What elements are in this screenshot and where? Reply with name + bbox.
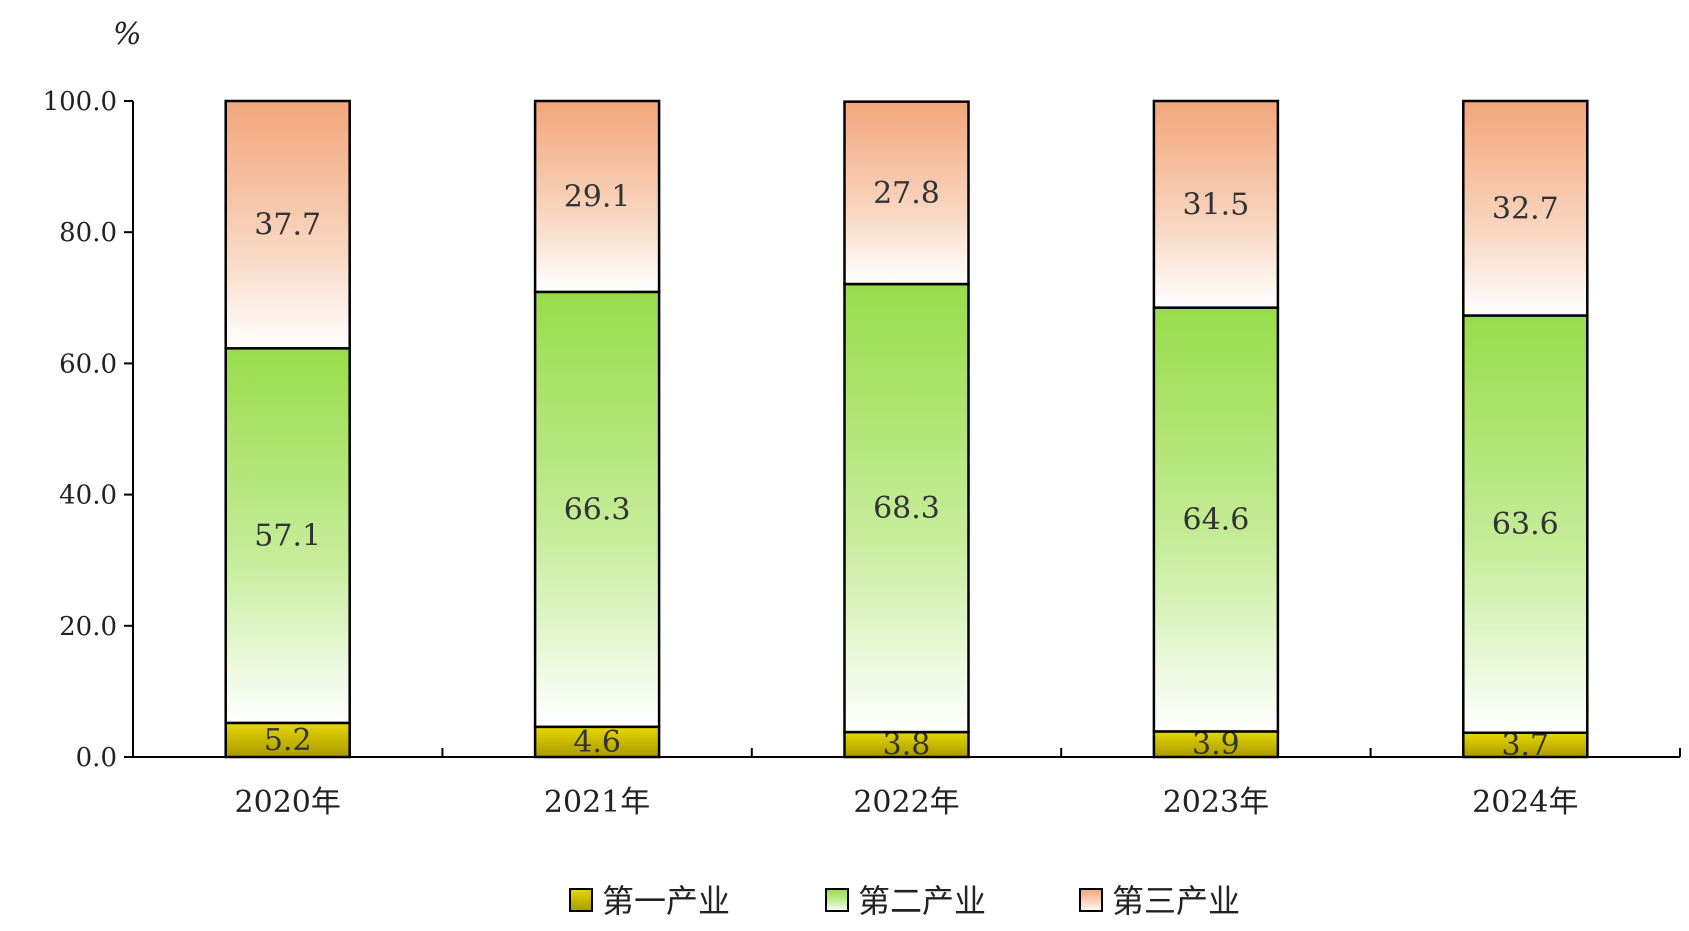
data-label: 29.1: [564, 179, 631, 214]
data-label: 37.7: [254, 208, 321, 243]
bar-segment: [533, 99, 661, 294]
data-label: 5.2: [264, 723, 312, 758]
bar-stack: 4.6 66.3 29.1: [533, 99, 661, 760]
x-tick-label: 2023年: [1163, 785, 1269, 820]
legend-label: 第一产业: [602, 882, 730, 920]
legend: 第一产业 第二产业 第三产业: [569, 882, 1240, 920]
data-label: 68.3: [873, 491, 940, 526]
bar-stack: 5.2 57.1 37.7: [224, 99, 351, 759]
y-tick-label: 40.0: [59, 481, 117, 511]
legend-swatch: [1079, 888, 1103, 912]
x-tick-label: 2022年: [853, 785, 959, 820]
data-label: 32.7: [1492, 191, 1559, 226]
data-label: 66.3: [564, 492, 631, 527]
bar-segment: [1462, 314, 1589, 734]
bar-segment: [843, 100, 970, 286]
data-label: 64.6: [1183, 503, 1250, 538]
bar-segment: [1152, 99, 1280, 309]
x-tick-label: 2021年: [544, 785, 650, 820]
y-tick-label: 100.0: [43, 87, 117, 117]
y-axis-ticks: 0.0 20.0 40.0 60.0 80.0 100.0: [43, 87, 133, 773]
legend-swatch: [569, 888, 593, 912]
bar-stack: 3.868.327.8: [843, 100, 970, 763]
data-label: 27.8: [873, 176, 940, 211]
bar-stack: 3.964.631.5: [1152, 99, 1280, 762]
axes: [132, 101, 1681, 758]
data-label: 63.6: [1492, 507, 1559, 542]
data-label: 4.6: [573, 725, 621, 760]
bar-segment: [224, 347, 351, 725]
y-tick-label: 80.0: [59, 218, 117, 248]
legend-swatch: [825, 888, 849, 912]
y-axis-unit: %: [113, 17, 142, 52]
bar-stack: 3.763.632.7: [1462, 99, 1589, 763]
x-tick-label: 2024年: [1472, 785, 1578, 820]
data-label: 31.5: [1183, 187, 1250, 222]
bars: 5.257.137.74.666.329.13.868.327.83.964.6…: [224, 99, 1589, 763]
bar-segment: [843, 730, 970, 759]
legend-label: 第二产业: [858, 882, 986, 920]
legend-label: 第三产业: [1112, 882, 1240, 920]
x-tick-label: 2020年: [235, 785, 341, 820]
y-tick-label: 0.0: [76, 743, 117, 773]
bar-segment: [224, 99, 351, 350]
bar-segment: [1462, 99, 1589, 317]
y-tick-label: 20.0: [59, 612, 117, 642]
x-axis-labels: 2020年 2021年 2022年 2023年 2024年: [235, 785, 1579, 820]
bar-segment: [1152, 306, 1280, 733]
bar-segment: [843, 282, 970, 734]
data-label: 57.1: [254, 519, 321, 554]
bar-segment: [533, 290, 661, 729]
y-tick-label: 60.0: [59, 349, 117, 379]
